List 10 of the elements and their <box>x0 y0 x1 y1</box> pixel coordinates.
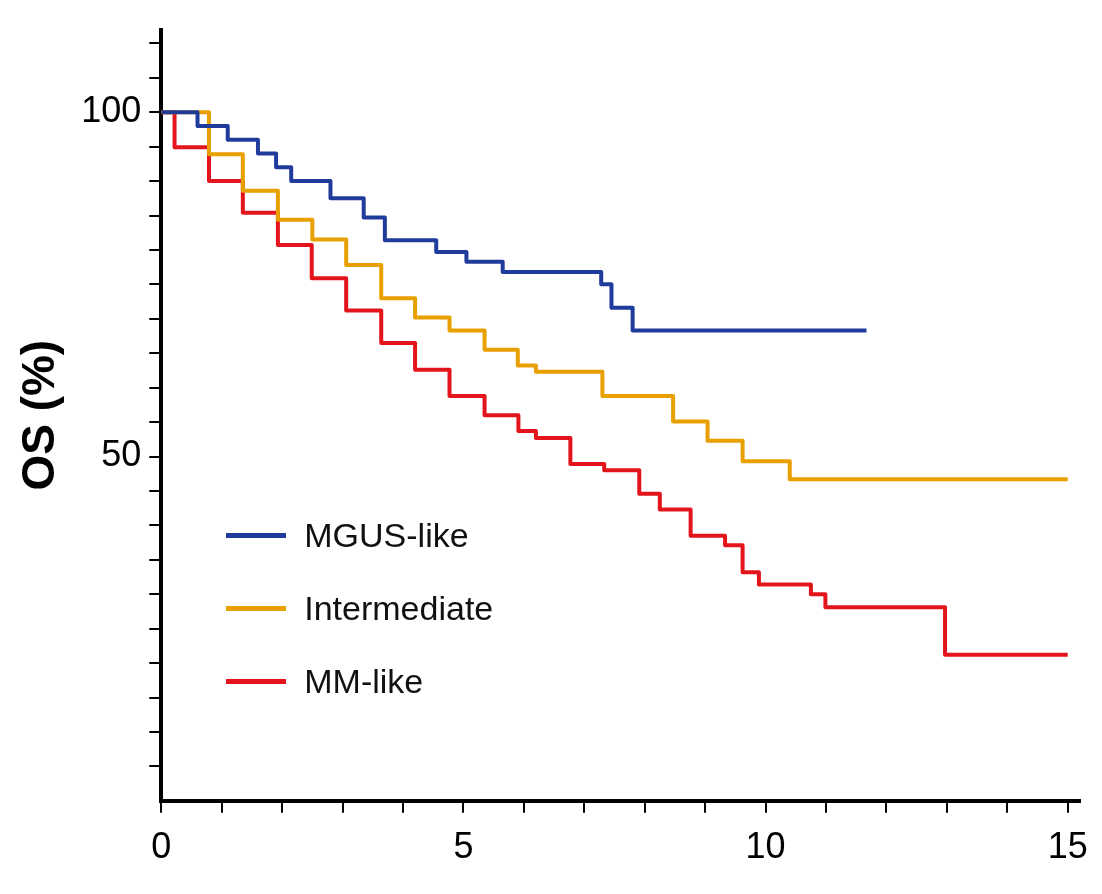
x-tick-label: 15 <box>1047 825 1088 867</box>
x-tick-label: 10 <box>745 825 786 867</box>
legend-label: Intermediate <box>304 588 494 628</box>
y-tick-label: 100 <box>81 89 142 131</box>
legend-label: MM-like <box>304 661 424 701</box>
x-tick-label: 0 <box>151 825 172 867</box>
y-axis-title: OS (%) <box>12 339 65 491</box>
x-tick-label: 5 <box>453 825 474 867</box>
legend-label: MGUS-like <box>304 515 469 555</box>
y-tick-label: 50 <box>101 433 142 475</box>
